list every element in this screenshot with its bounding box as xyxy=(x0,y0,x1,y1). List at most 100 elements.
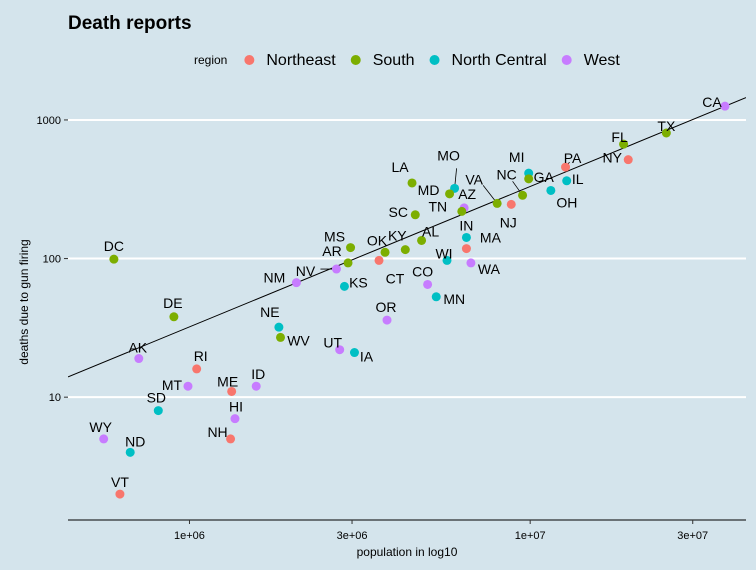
label-mt: MT xyxy=(162,377,183,393)
point-ok xyxy=(380,247,390,257)
label-ri: RI xyxy=(194,348,208,364)
legend-key-2 xyxy=(429,55,440,65)
trend-line xyxy=(68,97,746,378)
label-al: AL xyxy=(422,223,439,239)
trend-line-group xyxy=(68,97,746,378)
point-va xyxy=(492,198,502,208)
label-ms: MS xyxy=(324,229,345,245)
label-nv: NV xyxy=(296,263,316,279)
label-or: OR xyxy=(376,299,397,315)
point-ak xyxy=(134,354,144,364)
point-mn xyxy=(431,292,441,302)
legend-key-3 xyxy=(561,55,572,65)
legend-title: region xyxy=(194,53,227,67)
point-al xyxy=(417,235,427,245)
label-va: VA xyxy=(465,171,483,187)
label-nd: ND xyxy=(125,433,145,449)
point-wy xyxy=(99,434,109,444)
point-nm xyxy=(291,278,301,288)
label-ia: IA xyxy=(360,349,374,365)
y-tick-label-1: 100 xyxy=(43,254,61,266)
point-tn xyxy=(457,206,467,216)
point-ny xyxy=(623,155,633,165)
label-mo: MO xyxy=(437,147,460,163)
label-ut: UT xyxy=(323,335,342,351)
label-wi: WI xyxy=(435,245,452,261)
label-ok: OK xyxy=(367,232,388,248)
point-ca xyxy=(720,101,730,111)
point-in xyxy=(461,232,471,242)
label-sc: SC xyxy=(389,204,408,220)
gridlines xyxy=(68,118,746,399)
point-tx xyxy=(661,128,671,138)
y-axis-label: deaths due to gun firing xyxy=(17,239,31,364)
point-wi xyxy=(442,255,452,265)
label-nc: NC xyxy=(496,166,516,182)
label-il: IL xyxy=(572,171,584,187)
point-ct xyxy=(374,255,384,265)
label-ny: NY xyxy=(603,150,623,166)
label-nh: NH xyxy=(207,424,227,440)
label-md: MD xyxy=(418,182,440,198)
y-tick-label-2: 1000 xyxy=(37,115,61,127)
point-ks xyxy=(339,281,349,291)
label-ky: KY xyxy=(388,228,407,244)
point-ma xyxy=(461,244,471,254)
label-hi: HI xyxy=(229,399,243,415)
label-ca: CA xyxy=(702,94,722,110)
legend-label-2: North Central xyxy=(452,52,547,69)
label-mn: MN xyxy=(443,291,465,307)
label-ga: GA xyxy=(534,169,555,185)
label-sd: SD xyxy=(147,390,166,406)
point-labels: CA TX FL NY PA IL OH MI GA NC NJ VA WA MA IN AZ TN MO MD WI… xyxy=(89,94,722,490)
x-tick-label-0: 1e+06 xyxy=(174,530,205,542)
legend: region Northeast South North Central West xyxy=(194,52,620,69)
label-wy: WY xyxy=(89,419,112,435)
legend-label-0: Northeast xyxy=(266,52,336,69)
label-nj: NJ xyxy=(500,214,517,230)
point-nh xyxy=(226,434,236,444)
point-or xyxy=(382,315,392,325)
point-il xyxy=(562,176,572,186)
legend-label-1: South xyxy=(373,52,415,69)
label-vt: VT xyxy=(111,474,129,490)
label-tx: TX xyxy=(657,118,676,134)
chart-title: Death reports xyxy=(68,13,192,34)
point-wv xyxy=(276,332,286,342)
label-tn: TN xyxy=(428,198,447,214)
label-wv: WV xyxy=(287,332,310,348)
point-me xyxy=(227,386,237,396)
point-oh xyxy=(546,185,556,195)
label-ak: AK xyxy=(128,340,147,356)
point-nv xyxy=(331,264,341,274)
point-id xyxy=(251,381,261,391)
label-fl: FL xyxy=(611,129,628,145)
data-points xyxy=(99,101,730,499)
point-wa xyxy=(466,258,476,268)
label-ar: AR xyxy=(322,243,341,259)
axes: 1e+06 3e+06 1e+07 3e+07 10 100 1000 xyxy=(37,115,746,542)
point-ut xyxy=(335,345,345,355)
point-nd xyxy=(125,447,135,457)
label-de: DE xyxy=(163,295,182,311)
label-oh: OH xyxy=(556,194,577,210)
label-in: IN xyxy=(459,217,473,233)
point-sd xyxy=(153,406,163,416)
x-tick-label-3: 3e+07 xyxy=(677,530,708,542)
point-ia xyxy=(349,348,359,358)
x-tick-label-1: 3e+06 xyxy=(337,530,368,542)
point-dc xyxy=(109,254,119,264)
label-ct: CT xyxy=(386,270,405,286)
point-ga xyxy=(524,174,534,184)
point-la xyxy=(407,178,417,188)
point-de xyxy=(169,312,179,322)
label-me: ME xyxy=(217,373,238,389)
point-ms xyxy=(346,243,356,253)
point-nc xyxy=(518,190,528,200)
label-id: ID xyxy=(251,366,265,382)
point-pa xyxy=(561,162,571,172)
point-hi xyxy=(230,414,240,424)
label-pa: PA xyxy=(564,150,582,166)
